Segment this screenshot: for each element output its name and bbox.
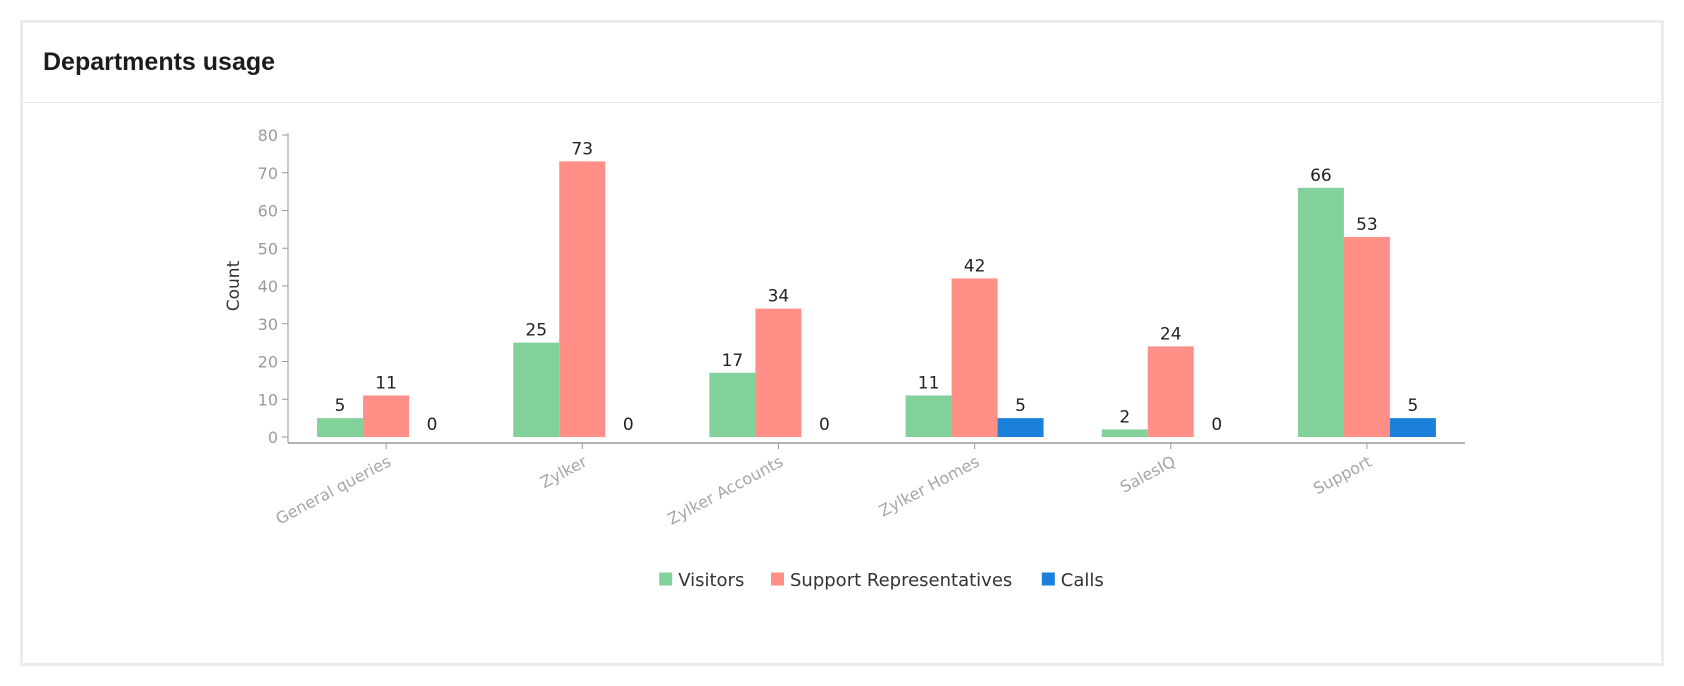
data-label: 5 <box>1408 396 1419 416</box>
data-label: 53 <box>1356 215 1378 235</box>
bar-visitors[interactable] <box>317 418 364 437</box>
y-tick-label: 50 <box>258 239 278 258</box>
x-category-label: General queries <box>272 452 393 529</box>
legend-label[interactable]: Visitors <box>678 570 744 591</box>
legend-label[interactable]: Calls <box>1061 570 1104 591</box>
bar-calls[interactable] <box>997 418 1044 437</box>
data-label: 5 <box>1015 396 1026 416</box>
y-tick-label: 80 <box>258 126 278 145</box>
data-label: 66 <box>1310 166 1332 186</box>
legend-label[interactable]: Support Representatives <box>790 570 1012 591</box>
y-tick-label: 60 <box>258 202 278 221</box>
y-tick-label: 10 <box>258 390 278 409</box>
card-title: Departments usage <box>43 48 276 76</box>
bar-visitors[interactable] <box>1297 187 1344 437</box>
data-label: 34 <box>768 287 790 307</box>
data-label: 11 <box>375 373 397 393</box>
departments-usage-card: Departments usage <box>20 20 1664 666</box>
x-category-label: Zylker Homes <box>876 452 983 521</box>
x-category-label: Support <box>1310 452 1375 498</box>
data-label: 24 <box>1160 324 1182 344</box>
bar-visitors[interactable] <box>905 395 952 437</box>
data-label: 0 <box>1211 415 1222 435</box>
x-category-label: SalesIQ <box>1117 452 1179 497</box>
y-axis-title: Count <box>224 260 244 311</box>
bar-support-representatives[interactable] <box>1343 236 1390 437</box>
x-category-label: Zylker <box>537 452 590 492</box>
data-label: 5 <box>335 396 346 416</box>
y-tick-label: 70 <box>258 164 278 183</box>
bar-support-representatives[interactable] <box>363 395 410 437</box>
data-label: 25 <box>525 321 547 341</box>
x-category-label: Zylker Accounts <box>664 452 786 529</box>
data-label: 42 <box>964 256 986 276</box>
card-header: Departments usage <box>23 23 1661 103</box>
bar-support-representatives[interactable] <box>559 161 606 438</box>
y-tick-label: 30 <box>258 315 278 334</box>
bar-visitors[interactable] <box>513 342 560 437</box>
bar-support-representatives[interactable] <box>951 278 998 437</box>
legend-swatch[interactable] <box>771 572 784 586</box>
bar-visitors[interactable] <box>709 372 756 437</box>
data-label: 2 <box>1119 407 1130 427</box>
y-tick-label: 20 <box>258 353 278 372</box>
bar-support-representatives[interactable] <box>755 308 802 437</box>
data-label: 17 <box>722 351 744 371</box>
legend-swatch[interactable] <box>659 572 673 586</box>
data-label: 0 <box>623 415 634 435</box>
bar-calls[interactable] <box>1389 418 1436 437</box>
data-label: 0 <box>427 415 438 435</box>
y-tick-label: 0 <box>268 428 278 447</box>
bar-support-representatives[interactable] <box>1147 346 1194 437</box>
data-label: 11 <box>918 373 940 393</box>
bar-visitors[interactable] <box>1101 429 1148 437</box>
y-tick-label: 40 <box>258 277 278 296</box>
data-label: 73 <box>571 139 593 159</box>
legend-swatch[interactable] <box>1041 572 1055 586</box>
data-label: 0 <box>819 415 830 435</box>
